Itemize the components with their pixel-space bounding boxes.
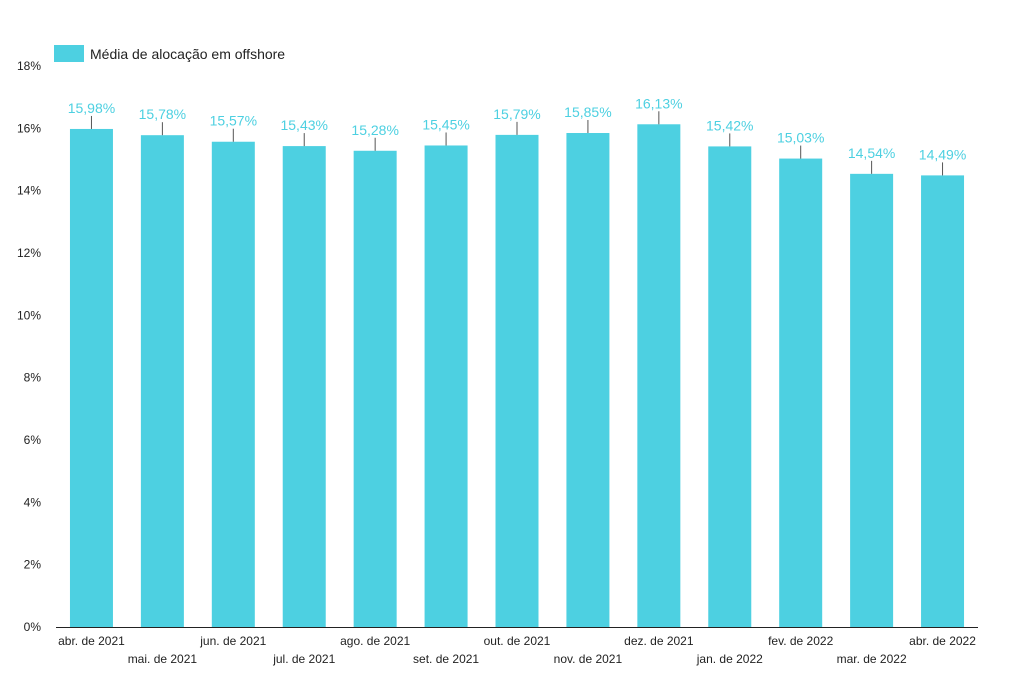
y-tick-label: 2% xyxy=(24,558,42,572)
x-tick-label: fev. de 2022 xyxy=(768,634,833,648)
data-label: 15,98% xyxy=(68,100,115,116)
bar xyxy=(850,173,894,627)
legend-label: Média de alocação em offshore xyxy=(90,46,285,62)
y-tick-label: 12% xyxy=(17,246,41,260)
y-tick-label: 14% xyxy=(17,184,41,198)
data-label: 15,45% xyxy=(422,116,469,132)
x-tick-label: mai. de 2021 xyxy=(128,652,198,666)
bar xyxy=(353,150,397,628)
y-tick-label: 6% xyxy=(24,433,42,447)
bar xyxy=(282,146,326,627)
legend: Média de alocação em offshore xyxy=(54,45,285,62)
bars: 15,98% 15,78% 15,57% 15,43% 15,28% 15,45% 15,7… xyxy=(68,95,966,628)
y-tick-label: 10% xyxy=(17,308,41,322)
x-tick-label: jan. de 2022 xyxy=(696,652,763,666)
bar xyxy=(495,134,539,627)
data-label: 15,43% xyxy=(280,117,327,133)
legend-swatch xyxy=(54,45,84,62)
bar xyxy=(211,141,255,628)
data-label: 15,79% xyxy=(493,106,540,122)
y-tick-label: 0% xyxy=(24,620,42,634)
x-tick-label: dez. de 2021 xyxy=(624,634,694,648)
bar xyxy=(69,128,113,627)
y-tick-label: 8% xyxy=(24,371,42,385)
bar xyxy=(779,158,823,627)
x-tick-label: jun. de 2021 xyxy=(199,634,266,648)
bar xyxy=(708,146,752,627)
data-label: 16,13% xyxy=(635,95,682,111)
bar xyxy=(566,133,610,627)
data-label: 15,42% xyxy=(706,117,753,133)
x-tick-label: jul. de 2021 xyxy=(272,652,335,666)
x-tick-label: out. de 2021 xyxy=(484,634,551,648)
data-label: 15,78% xyxy=(139,106,186,122)
bar xyxy=(637,124,681,627)
x-tick-label: ago. de 2021 xyxy=(340,634,410,648)
data-label: 14,49% xyxy=(919,146,966,162)
y-tick-label: 18% xyxy=(17,59,41,73)
x-tick-label: set. de 2021 xyxy=(413,652,479,666)
x-tick-label: nov. de 2021 xyxy=(554,652,623,666)
data-label: 15,28% xyxy=(351,122,398,138)
x-tick-label: mar. de 2022 xyxy=(837,652,907,666)
bar xyxy=(140,135,184,627)
y-tick-label: 16% xyxy=(17,121,41,135)
data-label: 15,57% xyxy=(210,113,257,129)
data-label: 14,54% xyxy=(848,145,895,161)
y-tick-label: 4% xyxy=(24,495,42,509)
y-axis: 0% 2% 4% 6% 8% 10% 12% 14% 16% 18% xyxy=(17,59,41,634)
bar xyxy=(921,175,965,627)
data-label: 15,03% xyxy=(777,130,824,146)
data-label: 15,85% xyxy=(564,104,611,120)
x-tick-label: abr. de 2022 xyxy=(909,634,976,648)
bar xyxy=(424,145,468,627)
x-tick-label: abr. de 2021 xyxy=(58,634,125,648)
